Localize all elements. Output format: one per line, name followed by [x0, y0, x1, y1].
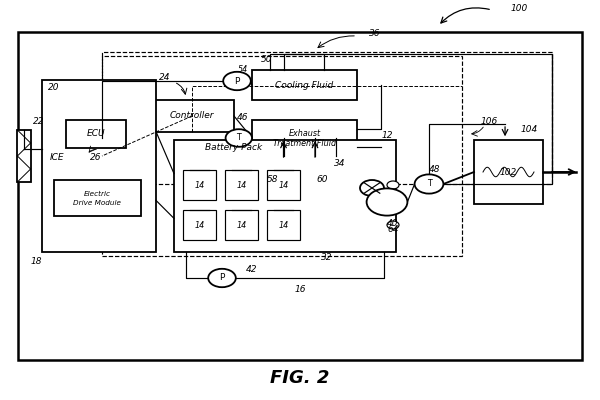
Text: T: T	[427, 180, 431, 188]
FancyBboxPatch shape	[17, 130, 31, 182]
FancyBboxPatch shape	[183, 210, 216, 240]
Text: FIG. 2: FIG. 2	[271, 369, 329, 387]
FancyBboxPatch shape	[66, 120, 126, 148]
Text: 50: 50	[261, 56, 273, 64]
Text: 60: 60	[316, 176, 328, 184]
Text: 14: 14	[278, 180, 289, 190]
Text: P: P	[235, 76, 239, 86]
FancyBboxPatch shape	[150, 100, 234, 132]
Text: 100: 100	[511, 4, 527, 13]
Text: 40: 40	[387, 220, 399, 228]
Circle shape	[223, 72, 251, 90]
Text: Treatment Fluid: Treatment Fluid	[273, 140, 336, 148]
Text: P: P	[220, 274, 224, 282]
Text: 54: 54	[238, 64, 248, 74]
FancyBboxPatch shape	[252, 120, 357, 156]
Text: 14: 14	[194, 180, 205, 190]
Text: 48: 48	[429, 166, 441, 174]
Text: 14: 14	[236, 220, 247, 230]
Text: 20: 20	[48, 84, 60, 92]
Text: 24: 24	[159, 74, 171, 82]
Text: ICE: ICE	[50, 154, 64, 162]
Text: 102: 102	[500, 168, 517, 176]
Text: 22: 22	[33, 118, 45, 126]
FancyBboxPatch shape	[474, 140, 543, 204]
FancyBboxPatch shape	[183, 170, 216, 200]
Text: 64: 64	[387, 225, 399, 234]
Text: 14: 14	[278, 220, 289, 230]
FancyBboxPatch shape	[174, 140, 396, 252]
Text: Drive Module: Drive Module	[73, 200, 121, 206]
Text: 106: 106	[481, 118, 497, 126]
Text: Cooling Fluid: Cooling Fluid	[275, 80, 334, 90]
Circle shape	[360, 180, 384, 196]
Text: 14: 14	[236, 180, 247, 190]
Text: 14: 14	[194, 220, 205, 230]
Circle shape	[387, 181, 399, 189]
Text: 32: 32	[321, 254, 333, 262]
Text: 42: 42	[246, 266, 258, 274]
Circle shape	[387, 221, 399, 229]
Circle shape	[226, 129, 252, 147]
Circle shape	[367, 188, 407, 216]
Circle shape	[415, 174, 443, 194]
FancyBboxPatch shape	[42, 80, 156, 252]
FancyBboxPatch shape	[54, 180, 141, 216]
Text: 26: 26	[90, 154, 102, 162]
FancyBboxPatch shape	[252, 70, 357, 100]
FancyBboxPatch shape	[267, 170, 300, 200]
FancyBboxPatch shape	[18, 32, 582, 360]
Text: 58: 58	[267, 176, 278, 184]
Text: 46: 46	[237, 114, 249, 122]
Text: Exhaust: Exhaust	[289, 130, 320, 138]
Text: T: T	[236, 134, 241, 142]
Circle shape	[208, 269, 236, 287]
Text: Controller: Controller	[170, 112, 214, 120]
Text: 12: 12	[381, 132, 393, 140]
Text: 104: 104	[520, 126, 538, 134]
FancyBboxPatch shape	[225, 170, 258, 200]
Text: 18: 18	[30, 258, 42, 266]
Text: ECU: ECU	[86, 130, 106, 138]
Text: Electric: Electric	[84, 191, 111, 197]
Text: 36: 36	[369, 30, 381, 38]
Text: 16: 16	[294, 286, 306, 294]
FancyBboxPatch shape	[267, 210, 300, 240]
FancyBboxPatch shape	[225, 210, 258, 240]
Text: Battery Pack: Battery Pack	[205, 143, 263, 152]
Text: 34: 34	[334, 160, 346, 168]
